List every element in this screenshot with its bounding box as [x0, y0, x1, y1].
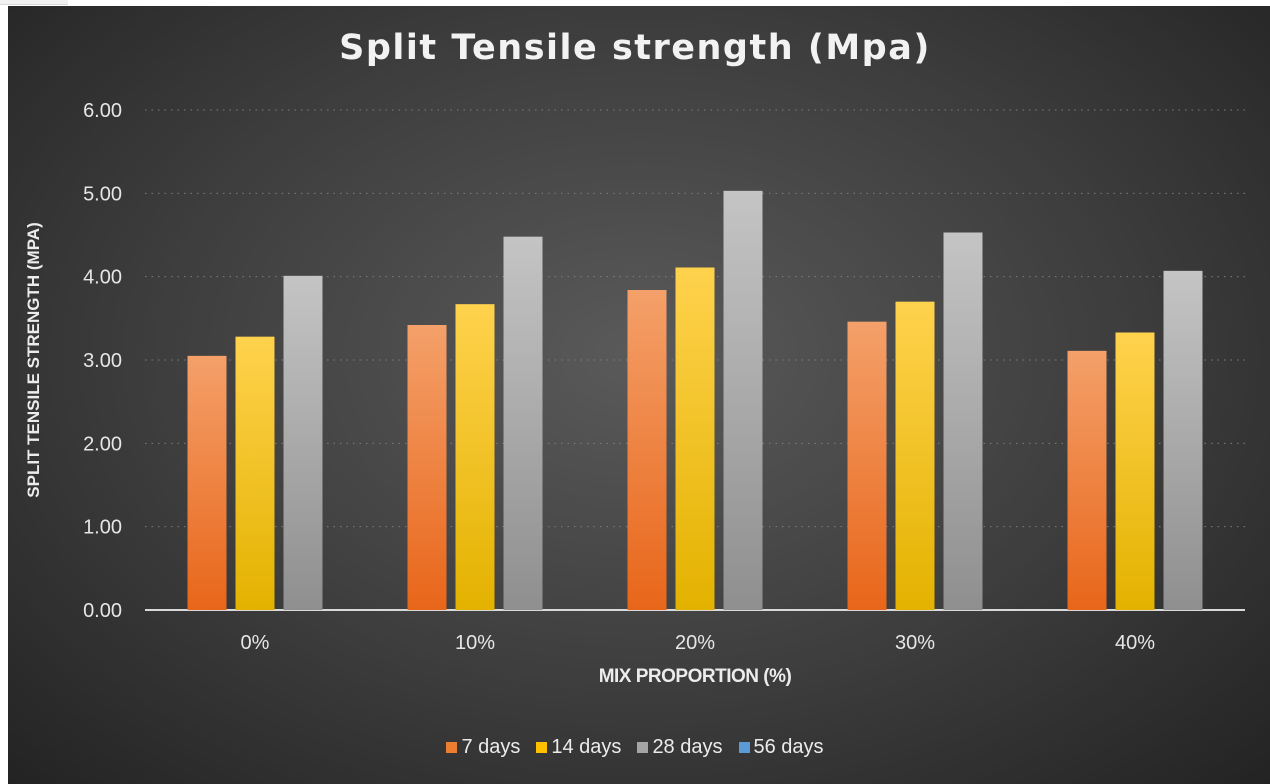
y-tick-label: 2.00: [83, 433, 122, 455]
bar: [943, 232, 983, 610]
bar: [455, 304, 495, 610]
legend: 7 days 14 days 28 days 56 days: [0, 736, 1270, 759]
legend-item-56-days: 56 days: [738, 736, 824, 759]
y-tick-label: 1.00: [83, 517, 122, 539]
bar: [235, 336, 275, 610]
x-tick-label: 40%: [1115, 632, 1155, 654]
y-tick-label: 4.00: [83, 267, 122, 289]
bar: [1163, 270, 1203, 610]
x-tick-label: 0%: [241, 632, 270, 654]
legend-label-7-days: 7 days: [461, 736, 521, 758]
chart-corner-tab: [0, 0, 68, 5]
x-tick-label: 10%: [455, 632, 495, 654]
legend-swatch-28-days: [637, 742, 649, 753]
legend-item-28-days: 28 days: [637, 736, 723, 759]
bar: [847, 321, 887, 610]
legend-swatch-56-days: [738, 742, 750, 753]
x-axis-label: MIX PROPORTION (%): [598, 666, 792, 687]
y-tick-label: 5.00: [83, 183, 122, 205]
legend-swatch-14-days: [536, 742, 548, 753]
bar: [627, 290, 667, 610]
x-tick-label: 30%: [895, 632, 935, 654]
bar: [503, 236, 543, 610]
chart-title: Split Tensile strength (Mpa): [339, 28, 931, 68]
bar: [895, 301, 935, 610]
legend-label-56-days: 56 days: [753, 736, 824, 758]
bar: [1067, 350, 1107, 610]
bar: [283, 275, 323, 610]
legend-item-14-days: 14 days: [536, 736, 621, 759]
legend-label-28-days: 28 days: [652, 736, 723, 758]
bar: [723, 190, 763, 611]
y-tick-label: 3.00: [83, 350, 122, 372]
y-tick-label: 6.00: [83, 100, 122, 122]
x-tick-label: 20%: [675, 632, 715, 654]
y-tick-label: 0.00: [83, 600, 122, 622]
bar: [1115, 332, 1155, 610]
bar: [187, 355, 227, 610]
bar: [675, 267, 715, 610]
legend-label-14-days: 14 days: [551, 736, 622, 758]
legend-item-7-days: 7 days: [446, 736, 520, 759]
legend-swatch-7-days: [446, 742, 458, 753]
bar: [407, 325, 447, 610]
